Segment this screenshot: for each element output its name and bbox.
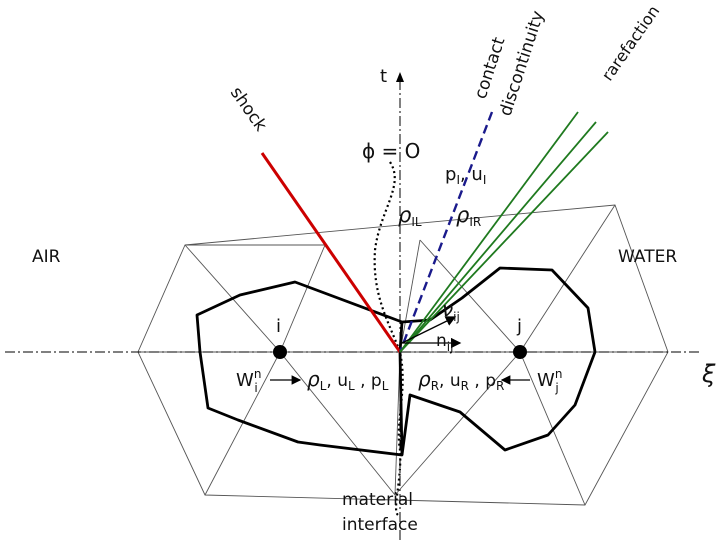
contact-wave bbox=[398, 111, 494, 353]
nu-ij-vector bbox=[401, 316, 457, 344]
material-label: material bbox=[342, 490, 413, 510]
shock-label: shock bbox=[226, 83, 271, 135]
air-label: AIR bbox=[32, 247, 61, 267]
pI-uI-label: pI, uI bbox=[445, 164, 486, 187]
rho-IL-label: ρIL bbox=[398, 203, 422, 229]
rarefaction-label: rarefaction bbox=[598, 2, 664, 84]
rho-IR-label: ρIR bbox=[456, 203, 481, 229]
phi-zero-label: ϕ = O bbox=[362, 139, 420, 163]
xi-axis-label: ξ bbox=[701, 360, 716, 388]
node-i-label: i bbox=[276, 316, 281, 337]
dual-cell-boundary bbox=[195, 266, 597, 457]
W-i-label: Wn i bbox=[236, 367, 261, 395]
nu-ij-label: νij bbox=[442, 297, 460, 324]
node-j-label: j bbox=[516, 316, 522, 337]
W-j-label: Wn j bbox=[537, 367, 562, 395]
left-state-label: ρL, uL , pL bbox=[307, 367, 389, 393]
t-axis-label: t bbox=[380, 66, 387, 87]
discontinuity-label: discontinuity bbox=[496, 8, 549, 118]
rarefaction-fan bbox=[399, 111, 609, 353]
interface-label: interface bbox=[342, 515, 418, 535]
node-i bbox=[273, 345, 287, 359]
water-label: WATER bbox=[618, 247, 677, 267]
triangle-mesh bbox=[137, 204, 669, 506]
n-ij-label: nij bbox=[436, 331, 453, 354]
shock-wave bbox=[260, 152, 402, 353]
material-interface-curve bbox=[373, 161, 404, 516]
right-state-label: ρR, uR , pR bbox=[418, 367, 504, 393]
node-j bbox=[513, 345, 527, 359]
